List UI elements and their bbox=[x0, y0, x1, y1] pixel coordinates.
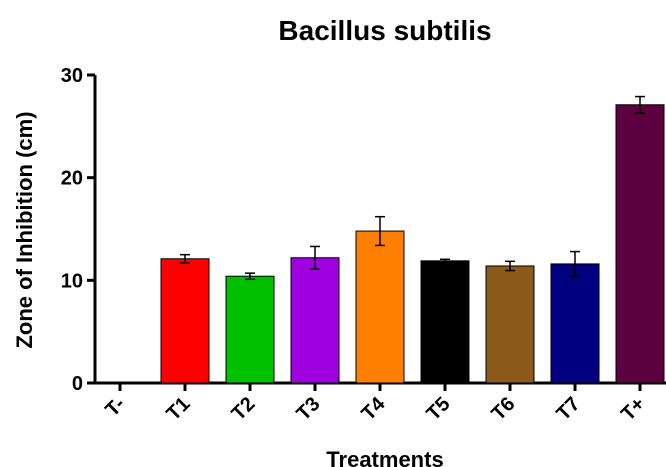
x-tick-label-T4: T4 bbox=[357, 392, 390, 425]
bar-T+ bbox=[615, 104, 665, 384]
bar-T7 bbox=[550, 263, 600, 384]
y-ticks: 0 10 20 30 bbox=[61, 65, 95, 395]
bar-T2 bbox=[225, 275, 275, 384]
bars bbox=[160, 104, 665, 384]
x-ticks: T- T1 T2 T3 T4 T5 T6 T7 T+ bbox=[101, 383, 650, 425]
bar-T3 bbox=[290, 257, 340, 384]
y-tick-label: 0 bbox=[72, 373, 83, 395]
x-tick-label-T+: T+ bbox=[617, 393, 649, 425]
bar-T6 bbox=[485, 265, 535, 384]
x-tick-label-T1: T1 bbox=[162, 393, 194, 425]
y-tick-label: 10 bbox=[61, 270, 83, 292]
x-tick-label-T-: T- bbox=[101, 393, 129, 421]
bar-T1 bbox=[160, 258, 210, 384]
bar-T5 bbox=[420, 260, 470, 384]
x-tick-label-T3: T3 bbox=[292, 393, 324, 425]
x-tick-label-T2: T2 bbox=[227, 393, 259, 425]
x-tick-label-T6: T6 bbox=[487, 393, 519, 425]
y-tick-label: 30 bbox=[61, 65, 83, 87]
x-tick-label-T5: T5 bbox=[422, 393, 454, 425]
y-axis-label: Zone of Inhibition (cm) bbox=[12, 111, 37, 348]
bar-T4 bbox=[355, 230, 405, 384]
y-tick-label: 20 bbox=[61, 168, 83, 190]
chart-title: Bacillus subtilis bbox=[278, 15, 491, 46]
x-tick-label-T7: T7 bbox=[552, 393, 584, 425]
x-axis-label: Treatments bbox=[326, 447, 443, 467]
error-bars bbox=[180, 95, 645, 281]
